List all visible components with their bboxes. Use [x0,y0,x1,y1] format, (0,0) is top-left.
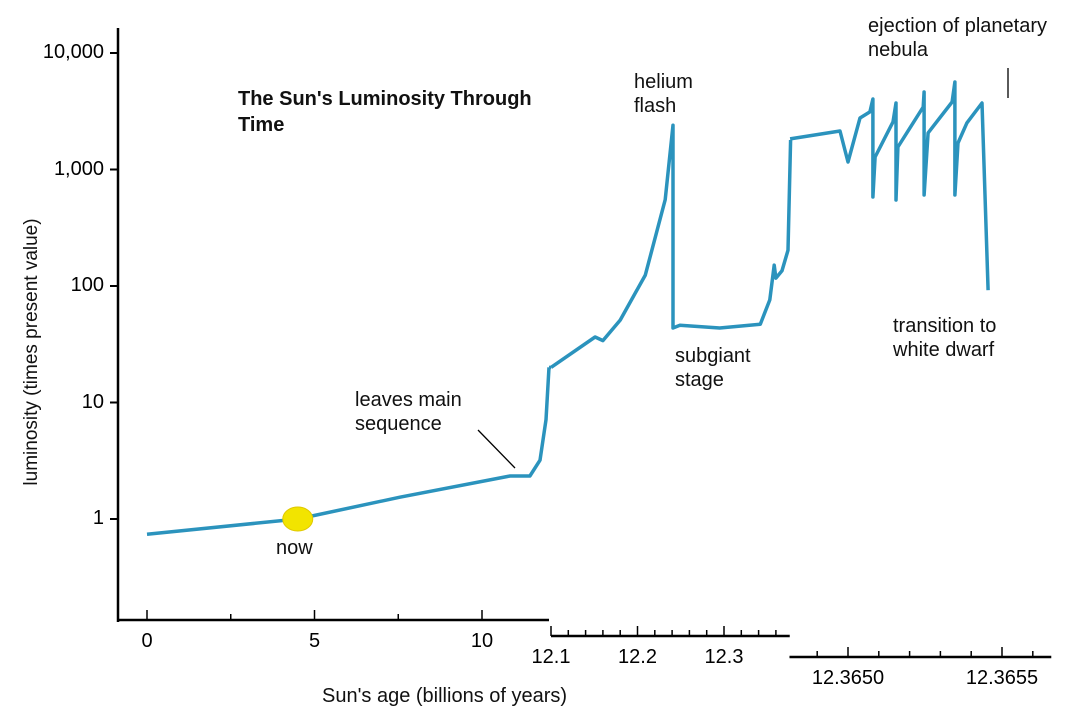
y-tick-label: 10,000 [42,41,104,63]
luminosity-curve-segment-3 [789,80,990,291]
x-tick-label: 5 [308,630,321,652]
y-tick-label: 100 [70,274,104,296]
annotation-ejection: ejection of planetary nebula [868,15,1048,61]
chart-title: The Sun's Luminosity Through Time [238,88,532,136]
x-tick-label: 12.1 [531,646,571,668]
x-tick-label: 0 [141,630,153,652]
x-tick-label: 12.3650 [811,667,885,689]
annotation-subgiant-stage: subgiant stage [675,345,751,391]
x-tick-label: 12.3 [704,646,744,668]
luminosity-curve-segment-1 [146,367,551,536]
annotation-helium-flash: helium flash [634,71,693,117]
leader-line-main-sequence [477,429,516,469]
y-tick-label: 1,000 [53,157,104,180]
annotation-leaves-main-sequence: leaves main sequence [355,389,462,435]
sun-now-marker [282,506,314,532]
luminosity-curve-segment-2 [550,123,793,369]
y-axis-label: luminosity (times present value) [21,218,42,486]
now-label: now [276,537,313,559]
x-tick-label: 12.3655 [965,667,1039,689]
x-axis-label: Sun's age (billions of years) [322,685,568,707]
y-tick-label: 10 [81,390,104,413]
y-tick-label: 1 [92,507,104,529]
annotation-white-dwarf: transition to white dwarf [893,315,997,361]
x-tick-label: 10 [470,630,494,652]
x-tick-label: 12.2 [618,646,657,668]
